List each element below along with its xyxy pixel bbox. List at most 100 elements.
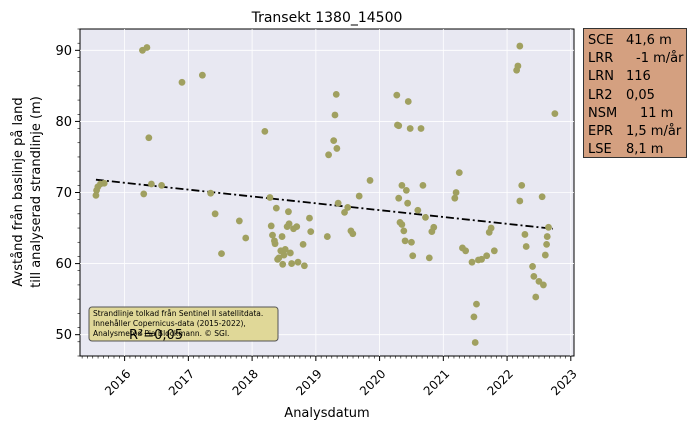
data-point bbox=[306, 214, 313, 222]
x-tick-label: 2017 bbox=[166, 367, 197, 398]
y-tick-label: 60 bbox=[55, 257, 72, 272]
stat-row-sce: SCE 41,6 m bbox=[588, 32, 686, 50]
data-point bbox=[178, 78, 186, 86]
data-point bbox=[330, 137, 338, 145]
data-point bbox=[422, 213, 429, 221]
data-point bbox=[417, 125, 425, 132]
x-tick-label: 2022 bbox=[485, 367, 516, 398]
data-point bbox=[349, 230, 357, 238]
x-axis-label: Analysdatum bbox=[284, 406, 369, 421]
r-squared-label: R²=0,05 bbox=[129, 328, 183, 343]
data-point bbox=[207, 189, 215, 197]
data-point bbox=[402, 186, 410, 194]
stat-value: 0,05 bbox=[626, 87, 655, 103]
data-point bbox=[451, 194, 459, 202]
data-point bbox=[543, 233, 551, 240]
data-point bbox=[285, 208, 292, 216]
x-tick-label: 2020 bbox=[357, 367, 388, 398]
source-note-line-1: Strandlinje tolkad från Sentinel II sate… bbox=[93, 309, 263, 318]
data-point bbox=[404, 98, 412, 105]
data-point bbox=[452, 189, 460, 196]
data-point bbox=[529, 263, 536, 270]
stat-name: EPR bbox=[588, 124, 614, 140]
stat-row-lrn: LRN 116 bbox=[588, 68, 686, 86]
data-point bbox=[400, 227, 408, 235]
source-note-line-3: Analysmetod Pia Blockmann. © SGI. bbox=[93, 329, 229, 338]
data-point bbox=[218, 250, 225, 258]
data-point bbox=[414, 206, 422, 214]
data-point bbox=[425, 254, 433, 262]
data-point bbox=[344, 204, 352, 211]
data-point bbox=[543, 240, 550, 248]
data-point bbox=[471, 339, 479, 346]
data-point bbox=[401, 237, 409, 245]
data-point bbox=[419, 181, 427, 189]
data-point bbox=[323, 233, 331, 240]
data-point bbox=[395, 194, 403, 202]
stat-value: 1,5 m/år bbox=[626, 124, 682, 140]
stat-name: LR2 bbox=[588, 87, 613, 103]
data-point bbox=[267, 222, 275, 230]
stat-value: 116 bbox=[626, 69, 651, 85]
data-point bbox=[514, 62, 522, 70]
stat-name: LRR bbox=[588, 51, 614, 67]
data-point bbox=[293, 223, 301, 231]
data-point bbox=[332, 91, 340, 98]
data-point bbox=[532, 293, 540, 301]
y-tick-label: 90 bbox=[55, 44, 72, 59]
y-tick-label: 80 bbox=[55, 115, 72, 130]
chart-title: Transekt 1380_14500 bbox=[251, 10, 403, 26]
data-point bbox=[147, 180, 155, 188]
data-point bbox=[198, 71, 206, 79]
trend-layer bbox=[95, 178, 554, 230]
data-point bbox=[478, 255, 485, 263]
points-layer bbox=[92, 42, 559, 346]
data-point bbox=[541, 251, 549, 259]
data-point bbox=[516, 197, 524, 205]
data-point bbox=[272, 204, 280, 212]
data-point bbox=[281, 245, 289, 253]
data-point bbox=[278, 233, 286, 240]
data-point bbox=[143, 44, 151, 51]
data-point bbox=[288, 260, 296, 267]
stat-value: 11 m bbox=[640, 105, 674, 121]
data-point bbox=[545, 223, 552, 231]
stat-name: LRN bbox=[588, 69, 614, 85]
trend-line bbox=[95, 178, 554, 230]
data-point bbox=[473, 300, 480, 308]
data-point bbox=[395, 122, 403, 130]
data-point bbox=[100, 179, 108, 187]
data-point bbox=[521, 231, 529, 238]
data-point bbox=[408, 238, 415, 246]
stat-row-lr2: LR2 0,05 bbox=[588, 87, 686, 105]
y-axis: 50 60 70 80 90 bbox=[55, 28, 80, 357]
stat-value: 8,1 m bbox=[626, 142, 664, 158]
data-point bbox=[294, 258, 302, 266]
data-point bbox=[516, 42, 524, 50]
x-tick-label: 2023 bbox=[548, 367, 579, 398]
data-point bbox=[409, 252, 417, 260]
stat-row-lrr: LRR -1 m/år bbox=[588, 50, 686, 68]
source-note-line-2: Innehåller Copernicus-data (2015-2022), bbox=[93, 319, 246, 328]
stat-value: -1 m/år bbox=[636, 51, 684, 67]
data-point bbox=[269, 231, 276, 239]
data-point bbox=[285, 220, 293, 228]
data-point bbox=[271, 240, 279, 248]
data-point bbox=[406, 125, 414, 132]
data-point bbox=[325, 151, 332, 159]
data-point bbox=[430, 223, 438, 231]
data-point bbox=[279, 260, 287, 268]
data-point bbox=[522, 243, 530, 250]
data-point bbox=[299, 240, 307, 248]
y-tick-label: 50 bbox=[55, 328, 72, 343]
data-point bbox=[140, 190, 148, 198]
x-tick-label: 2018 bbox=[230, 367, 261, 398]
data-point bbox=[211, 210, 219, 218]
stat-row-lse: LSE 8,1 m bbox=[588, 141, 686, 159]
data-point bbox=[366, 177, 374, 184]
data-point bbox=[307, 228, 315, 235]
x-tick-label: 2021 bbox=[421, 367, 452, 398]
data-point bbox=[398, 221, 406, 228]
source-note-box bbox=[88, 306, 279, 342]
